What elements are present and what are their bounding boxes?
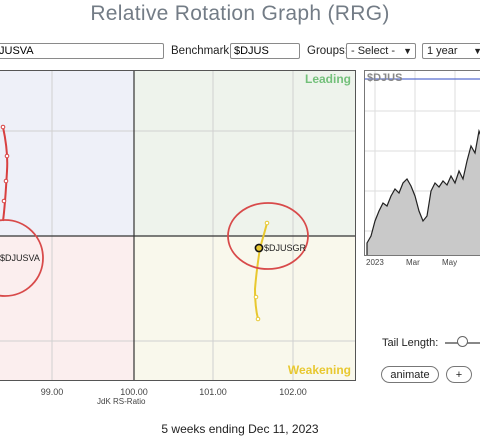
djusva-tail-point [0, 124, 6, 130]
x-tick-label: 99.00 [40, 387, 64, 397]
period-caption: 5 weeks ending Dec 11, 2023 [161, 422, 319, 436]
rrg-plot[interactable]: Leading Weakening $DJUSVA $DJUSGR [0, 70, 356, 381]
chevron-down-icon: ▼ [473, 46, 480, 56]
weakening-quadrant-label: Weakening [287, 363, 351, 377]
mini-x-tick-label: 2023 [366, 258, 384, 267]
lagging-quadrant [0, 236, 134, 380]
djusva-highlight-circle [0, 219, 44, 297]
benchmark-label: Benchmark: [171, 45, 233, 57]
x-tick-label: 102.00 [279, 387, 307, 397]
djusva-label: $DJUSVA [0, 253, 40, 263]
x-axis-label: JdK RS-Ratio [97, 397, 146, 406]
djusva-tail-point [4, 153, 10, 159]
benchmark-input[interactable] [230, 43, 300, 59]
groups-label: Groups: [307, 45, 348, 57]
x-tick-label: 100.00 [120, 387, 148, 397]
period-select[interactable]: 1 year ▼ [422, 43, 480, 59]
mini-chart-price-line [366, 128, 480, 255]
mini-chart-canvas [365, 71, 480, 255]
animate-button[interactable]: animate [381, 366, 439, 383]
tail-length-label: Tail Length: [382, 337, 439, 349]
djusva-tail [2, 126, 9, 222]
weakening-quadrant [134, 236, 355, 380]
djusgr-highlight-circle [227, 202, 309, 270]
chevron-down-icon: ▼ [403, 46, 412, 56]
djusgr-tail-point [264, 220, 270, 226]
djusgr-tail [253, 222, 268, 320]
djusgr-tail-point [253, 294, 259, 300]
djusgr-tail-point [255, 316, 261, 322]
mini-x-tick-label: Mar [406, 258, 420, 267]
groups-selected-value: - Select - [351, 45, 396, 57]
tail-length-slider-handle[interactable] [457, 336, 468, 347]
grid-lines [0, 71, 355, 380]
mini-chart-symbol: $DJUS [367, 72, 403, 84]
mini-x-tick-label: May [442, 258, 458, 267]
groups-select[interactable]: - Select - ▼ [346, 43, 416, 59]
symbols-input[interactable] [0, 43, 164, 59]
period-selected-value: 1 year [427, 45, 458, 57]
page-title: Relative Rotation Graph (RRG) [90, 2, 390, 25]
djusva-tail-point [3, 178, 9, 184]
benchmark-mini-chart: $DJUS [364, 70, 480, 256]
rrg-canvas [0, 71, 355, 380]
plus-button[interactable]: + [446, 366, 472, 383]
djusgr-label: $DJUSGR [264, 243, 307, 253]
leading-quadrant-label: Leading [304, 72, 351, 86]
x-tick-label: 101.00 [199, 387, 227, 397]
toolbar: Benchmark: Groups: - Select - ▼ 1 year ▼ [0, 42, 480, 62]
djusva-tail-point [1, 198, 7, 204]
improving-quadrant [0, 71, 134, 236]
djusgr-head-point [254, 243, 264, 253]
